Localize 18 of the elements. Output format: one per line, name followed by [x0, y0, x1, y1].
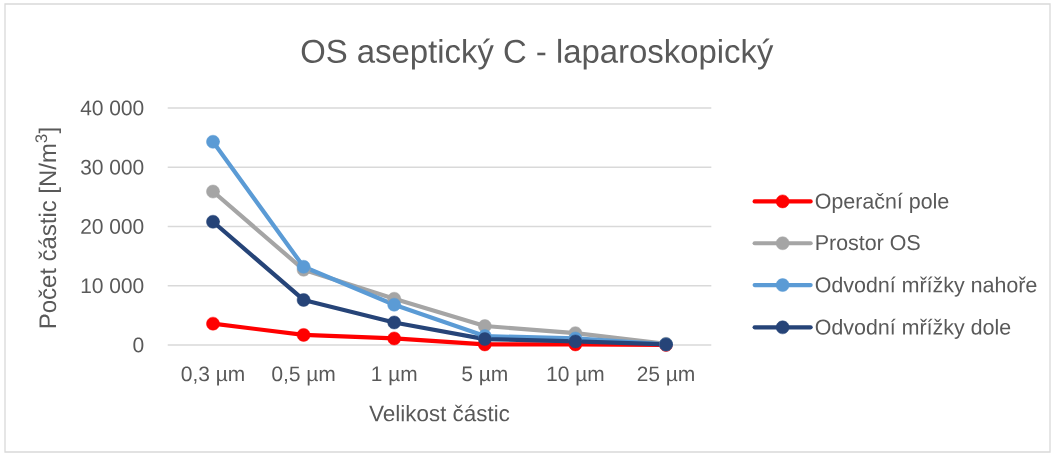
x-tick-label: 5 µm — [462, 366, 507, 386]
legend-label: Prostor OS — [816, 235, 920, 251]
y-axis-title: Počet částic [N/m$^{3}$] — [35, 128, 61, 328]
y-tick-label: 30 000 — [81, 159, 144, 175]
y-tick-label: 0 — [133, 337, 144, 353]
x-tick-label: 10 µm — [547, 366, 604, 386]
x-tick-label: 0,3 µm — [181, 366, 244, 386]
y-tick-label: 20 000 — [81, 219, 144, 234]
x-axis-title: Velikost částic — [369, 404, 510, 422]
x-tick-label: 1 µm — [372, 366, 417, 386]
y-tick-label: 10 000 — [81, 278, 144, 294]
chart-title: OS aseptický C - laparoskopický — [301, 38, 774, 70]
x-tick-label: 0,5 µm — [272, 366, 335, 386]
x-tick-label: 25 µm — [637, 366, 694, 386]
legend-label: Odvodní mřížky dole — [815, 318, 1011, 339]
y-tick-label: 40 000 — [80, 100, 144, 116]
legend-label: Odvodní mřížky nahoře — [815, 276, 1037, 297]
legend-label: Operační pole — [815, 192, 949, 213]
